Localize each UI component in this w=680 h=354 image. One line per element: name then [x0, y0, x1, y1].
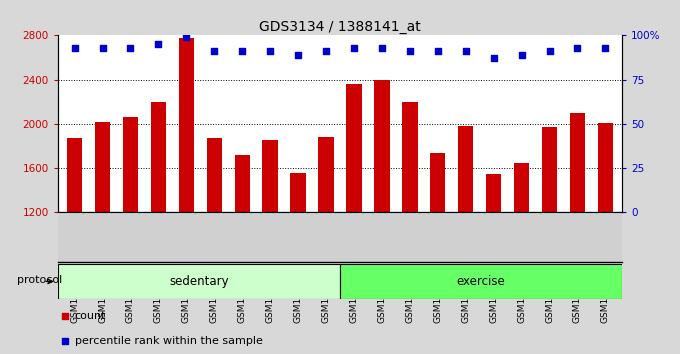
Bar — [430, 153, 445, 345]
Point — [265, 48, 275, 54]
Bar — [346, 84, 362, 345]
Title: GDS3134 / 1388141_at: GDS3134 / 1388141_at — [259, 21, 421, 34]
Bar — [179, 38, 194, 345]
Bar — [340, 264, 622, 299]
Point — [237, 48, 248, 54]
Point — [209, 48, 220, 54]
Bar — [570, 113, 585, 345]
Bar — [151, 102, 166, 345]
Point — [432, 48, 443, 54]
Bar — [123, 117, 138, 345]
Point — [516, 52, 527, 58]
Bar — [542, 127, 557, 345]
Text: exercise: exercise — [457, 275, 505, 288]
Point — [292, 52, 303, 58]
Point — [125, 45, 136, 51]
Text: count: count — [75, 311, 106, 321]
Bar — [235, 155, 250, 345]
Point — [181, 34, 192, 40]
Point — [59, 313, 70, 319]
Bar — [58, 264, 340, 299]
Text: protocol: protocol — [18, 275, 63, 285]
Point — [377, 45, 388, 51]
Bar — [318, 137, 334, 345]
Point — [59, 338, 70, 343]
Point — [320, 48, 331, 54]
Point — [405, 48, 415, 54]
Point — [544, 48, 555, 54]
Bar — [95, 122, 110, 345]
Bar — [458, 126, 473, 345]
Bar — [374, 80, 390, 345]
Bar — [598, 123, 613, 345]
Point — [69, 45, 80, 51]
Text: percentile rank within the sample: percentile rank within the sample — [75, 336, 262, 346]
Bar — [67, 138, 82, 345]
Text: sedentary: sedentary — [169, 275, 228, 288]
Point — [153, 41, 164, 47]
Bar — [486, 174, 501, 345]
Point — [572, 45, 583, 51]
Point — [460, 48, 471, 54]
Point — [97, 45, 108, 51]
Bar — [262, 141, 278, 345]
Bar — [207, 138, 222, 345]
Bar — [290, 173, 306, 345]
Bar — [514, 162, 529, 345]
Point — [600, 45, 611, 51]
Bar — [402, 102, 418, 345]
Point — [488, 56, 499, 61]
Point — [349, 45, 360, 51]
